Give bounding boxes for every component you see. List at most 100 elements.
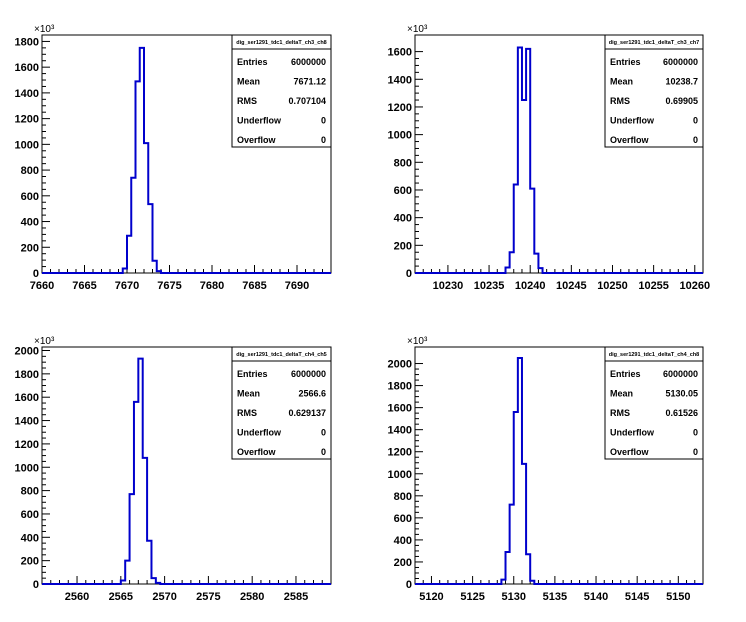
histogram-panel-1: ×10³ 0 200 400 600 800 1000 1200 1400 1600 1800 766… bbox=[15, 24, 332, 292]
stats-value: 0.69905 bbox=[665, 96, 698, 106]
y-tick-label: 1600 bbox=[388, 403, 412, 415]
stats-label: Mean bbox=[237, 389, 260, 399]
stats-value: 6000000 bbox=[663, 369, 698, 379]
y-tick-label: 1200 bbox=[15, 439, 39, 451]
y-tick-label: 1000 bbox=[15, 462, 39, 474]
stats-value: 10238.7 bbox=[665, 77, 698, 87]
stats-label: RMS bbox=[237, 408, 257, 418]
stats-label: RMS bbox=[237, 96, 257, 106]
stats-label: Entries bbox=[237, 57, 268, 67]
y-tick-label: 2000 bbox=[388, 359, 412, 371]
stats-value: 0.61526 bbox=[665, 408, 698, 418]
stats-value: 0 bbox=[321, 428, 326, 438]
y-exponent-label: ×10³ bbox=[407, 336, 428, 347]
y-tick-label: 1200 bbox=[388, 447, 412, 459]
histogram-panel-3: ×10³ 0 200 400 600 800 1000 1200 1400 1600 1800 200… bbox=[15, 336, 332, 603]
y-tick-label: 800 bbox=[21, 165, 39, 177]
y-tick-label: 800 bbox=[394, 157, 412, 169]
stats-box bbox=[604, 346, 704, 460]
stats-label: Mean bbox=[237, 77, 260, 87]
y-tick-label: 1400 bbox=[15, 416, 39, 428]
stats-value: 0 bbox=[693, 116, 698, 126]
stats-label: Underflow bbox=[610, 116, 655, 126]
stats-value: 0.707104 bbox=[288, 96, 326, 106]
y-tick-label: 600 bbox=[394, 185, 412, 197]
x-tick-label: 10235 bbox=[474, 280, 505, 292]
histogram-panel-2: ×10³ 0 200 400 600 800 1000 1200 1400 1600 10230 10… bbox=[388, 24, 711, 292]
y-tick-label: 1000 bbox=[388, 469, 412, 481]
stats-label: Entries bbox=[610, 57, 641, 67]
y-tick-label: 1200 bbox=[15, 114, 39, 126]
histogram-bin bbox=[522, 100, 526, 273]
x-tick-label: 10245 bbox=[556, 280, 587, 292]
stats-label: Overflow bbox=[237, 135, 277, 145]
stats-value: 0 bbox=[693, 135, 698, 145]
stats-value: 0 bbox=[693, 447, 698, 457]
y-tick-label: 2000 bbox=[15, 346, 39, 358]
stats-value: 0 bbox=[321, 116, 326, 126]
y-tick-label: 1800 bbox=[15, 36, 39, 48]
y-tick-label: 1800 bbox=[15, 369, 39, 381]
stats-value: 6000000 bbox=[291, 369, 326, 379]
y-tick-label: 1400 bbox=[388, 74, 412, 86]
y-tick-label: 1000 bbox=[388, 130, 412, 142]
x-tick-label: 7680 bbox=[200, 280, 224, 292]
stats-value: 7671.12 bbox=[293, 77, 326, 87]
stats-label: Overflow bbox=[610, 447, 650, 457]
y-tick-label: 1400 bbox=[388, 425, 412, 437]
stats-label: Entries bbox=[237, 369, 268, 379]
stats-value: 0 bbox=[321, 447, 326, 457]
x-tick-label: 10260 bbox=[679, 280, 710, 292]
y-tick-label: 600 bbox=[21, 509, 39, 521]
x-tick-label: 7690 bbox=[285, 280, 309, 292]
stats-label: Overflow bbox=[237, 447, 277, 457]
y-tick-label: 400 bbox=[21, 532, 39, 544]
stats-label: Mean bbox=[610, 389, 633, 399]
y-tick-label: 0 bbox=[406, 579, 412, 591]
stats-box bbox=[231, 34, 332, 148]
y-exponent-label: ×10³ bbox=[407, 24, 428, 35]
x-tick-label: 2565 bbox=[109, 591, 133, 603]
x-tick-label: 7665 bbox=[72, 280, 96, 292]
y-tick-label: 400 bbox=[394, 535, 412, 547]
y-tick-label: 1600 bbox=[15, 392, 39, 404]
y-tick-label: 600 bbox=[21, 191, 39, 203]
x-tick-label: 2575 bbox=[196, 591, 220, 603]
x-tick-label: 7675 bbox=[157, 280, 181, 292]
x-tick-label: 2560 bbox=[65, 591, 89, 603]
y-tick-label: 1600 bbox=[388, 47, 412, 59]
stats-label: Mean bbox=[610, 77, 633, 87]
stats-box bbox=[231, 346, 332, 460]
histogram-line bbox=[415, 357, 703, 585]
histogram-line bbox=[42, 46, 331, 274]
stats-title: dig_ser1291_tdc1_deltaT_ch3_ch7 bbox=[609, 40, 700, 46]
stats-label: Overflow bbox=[610, 135, 650, 145]
stats-title: dig_ser1291_tdc1_deltaT_ch4_ch5 bbox=[236, 352, 327, 358]
x-tick-label: 5145 bbox=[625, 591, 649, 603]
histogram-line bbox=[415, 46, 703, 274]
x-tick-label: 2570 bbox=[152, 591, 176, 603]
y-exponent-label: ×10³ bbox=[34, 24, 55, 35]
histogram-line bbox=[42, 357, 331, 585]
y-tick-label: 1400 bbox=[15, 88, 39, 100]
stats-value: 5130.05 bbox=[665, 389, 698, 399]
y-tick-label: 1800 bbox=[388, 381, 412, 393]
stats-label: RMS bbox=[610, 96, 630, 106]
y-tick-label: 1600 bbox=[15, 62, 39, 74]
x-tick-label: 7685 bbox=[242, 280, 266, 292]
stats-value: 6000000 bbox=[663, 57, 698, 67]
x-tick-label: 5135 bbox=[543, 591, 567, 603]
y-tick-label: 200 bbox=[394, 557, 412, 569]
x-tick-label: 10250 bbox=[597, 280, 628, 292]
x-tick-label: 10255 bbox=[638, 280, 669, 292]
y-tick-label: 200 bbox=[394, 240, 412, 252]
stats-label: RMS bbox=[610, 408, 630, 418]
y-tick-label: 0 bbox=[406, 268, 412, 280]
stats-label: Underflow bbox=[237, 116, 282, 126]
x-tick-label: 5120 bbox=[419, 591, 443, 603]
x-tick-label: 5150 bbox=[666, 591, 690, 603]
stats-value: 0 bbox=[321, 135, 326, 145]
histogram-panel-4: ×10³ 0 200 400 600 800 1000 1200 1400 1600 1800 200… bbox=[388, 336, 704, 603]
stats-title: dig_ser1291_tdc1_deltaT_ch3_ch8 bbox=[236, 40, 327, 46]
x-tick-label: 2585 bbox=[284, 591, 308, 603]
